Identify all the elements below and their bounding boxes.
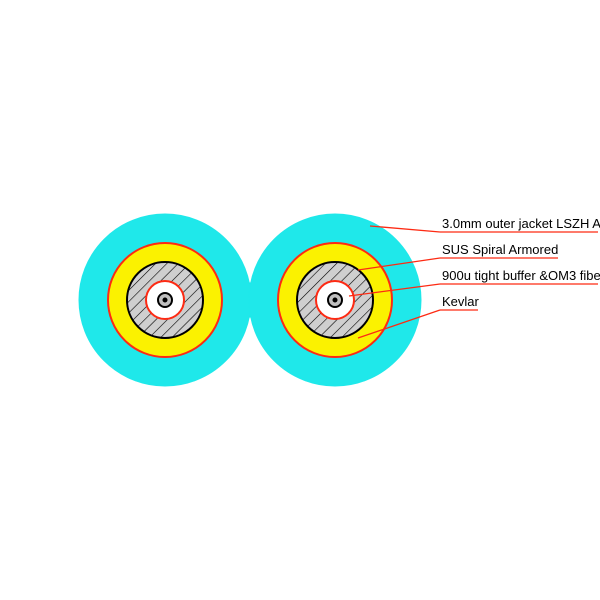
callout-label-kevlar: Kevlar (442, 294, 480, 309)
callout-label-outer_jacket: 3.0mm outer jacket LSZH Aqua (442, 216, 600, 231)
right-layer-5 (333, 298, 337, 302)
callout-outer_jacket: 3.0mm outer jacket LSZH Aqua (370, 216, 600, 232)
cable-cross-section-diagram: 3.0mm outer jacket LSZH Aqua SUS Spiral A… (0, 0, 600, 600)
callout-label-armored: SUS Spiral Armored (442, 242, 558, 257)
left-layer-5 (163, 298, 167, 302)
callout-label-tight_buffer: 900u tight buffer &OM3 fiber (442, 268, 600, 283)
